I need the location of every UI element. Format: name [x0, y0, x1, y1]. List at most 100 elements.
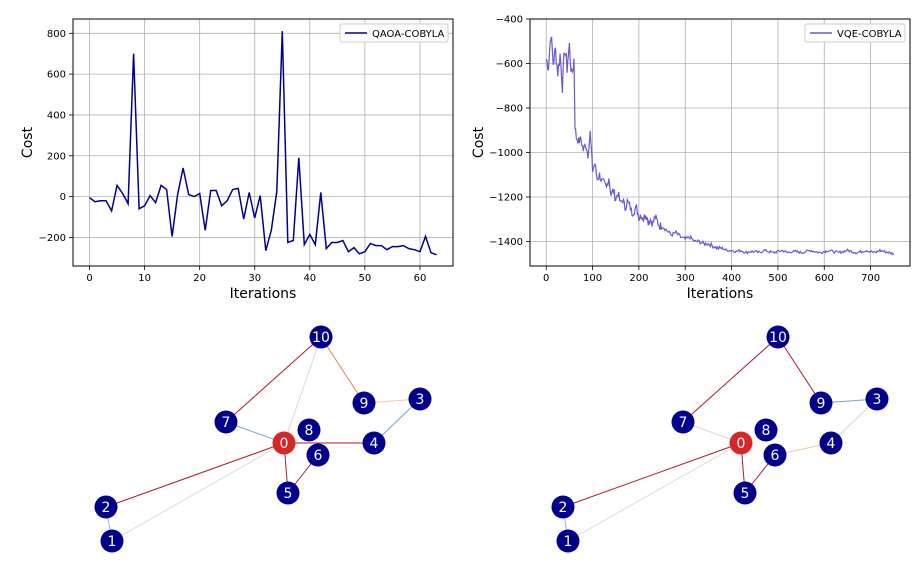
- qaoa-graph-node-1: [100, 529, 124, 553]
- vqe-x-tick-label: 400: [722, 273, 741, 284]
- vqe-graph-node-label: 1: [564, 534, 573, 550]
- vqe-graph-node-4: [819, 431, 843, 455]
- qaoa-legend-label: QAOA-COBYLA: [372, 29, 445, 40]
- qaoa-graph-node-5: [276, 481, 300, 505]
- qaoa-graph-node-0: [272, 431, 296, 455]
- qaoa-graph-node-label: 7: [222, 415, 231, 431]
- qaoa-plot-frame: [72, 18, 454, 267]
- vqe-y-axis-label: Cost: [471, 126, 487, 158]
- qaoa-x-tick-label: 20: [193, 273, 206, 284]
- qaoa-graph-node-9: [352, 391, 376, 415]
- vqe-graph-node-label: 0: [737, 436, 746, 452]
- vqe-x-tick-label: 700: [861, 273, 880, 284]
- vqe-cobyla-series-line: [545, 36, 895, 256]
- qaoa-graph-node-6: [306, 443, 330, 467]
- qaoa-graph-node-label: 6: [314, 448, 323, 464]
- vqe-graph-edge-10-9: [777, 336, 822, 404]
- vqe-graph-node-2: [551, 495, 575, 519]
- vqe-graph-node-label: 10: [769, 330, 787, 346]
- vqe-grid: [530, 18, 910, 266]
- qaoa-y-axis-label: Cost: [20, 126, 36, 158]
- qaoa-graph-node-label: 0: [280, 436, 289, 452]
- qaoa-x-ticks: 0 10 20 30 40 50 60: [86, 266, 426, 284]
- qaoa-graph-node-3: [408, 387, 432, 411]
- qaoa-y-tick-label: 400: [47, 110, 66, 121]
- vqe-graph-node-label: 5: [741, 486, 750, 502]
- vqe-graph-node-label: 7: [679, 415, 688, 431]
- vqe-graph-node-label: 2: [559, 500, 568, 516]
- vqe-graph-node-label: 3: [873, 392, 882, 408]
- qaoa-y-tick-label: 800: [47, 29, 66, 40]
- qaoa-y-tick-label: −200: [39, 233, 66, 244]
- qaoa-y-tick-label: 200: [47, 151, 66, 162]
- vqe-x-axis-label: Iterations: [687, 286, 754, 302]
- qaoa-graph-node-label: 4: [370, 436, 379, 452]
- qaoa-graph-node-label: 1: [108, 534, 117, 550]
- qaoa-graph-edge-0-10: [283, 336, 322, 444]
- vqe-x-tick-label: 0: [543, 273, 549, 284]
- qaoa-y-tick-label: 0: [60, 192, 66, 203]
- qaoa-graph-node-label: 2: [102, 500, 111, 516]
- vqe-graph-node-label: 9: [817, 396, 826, 412]
- vqe-x-ticks: 0 100 200 300 400 500 600 700: [543, 266, 880, 284]
- vqe-graph-edge-7-10: [682, 336, 779, 423]
- qaoa-x-tick-label: 50: [359, 273, 372, 284]
- qaoa-legend-box: [339, 23, 449, 43]
- vqe-y-tick-label: −600: [496, 59, 523, 70]
- qaoa-y-ticks: −200 0 200 400 600 800: [39, 29, 73, 244]
- qaoa-graph: 0 1 2 3 4 5 6 7 8 9 10: [94, 325, 432, 553]
- vqe-legend-label: VQE-COBYLA: [837, 29, 902, 40]
- qaoa-graph-node-label: 3: [416, 392, 425, 408]
- qaoa-graph-node-label: 9: [360, 396, 369, 412]
- vqe-graph-node-9: [809, 391, 833, 415]
- vqe-graph-node-label: 4: [827, 436, 836, 452]
- vqe-graph-node-1: [556, 529, 580, 553]
- vqe-y-tick-label: −1400: [489, 237, 523, 248]
- vqe-x-tick-label: 200: [629, 273, 648, 284]
- vqe-graph-node-6: [763, 443, 787, 467]
- qaoa-graph-node-8: [297, 418, 321, 442]
- qaoa-graph-node-label: 5: [284, 486, 293, 502]
- vqe-graph-edge-0-2: [562, 442, 742, 508]
- qaoa-graph-node-label: 10: [312, 330, 330, 346]
- qaoa-x-tick-label: 40: [303, 273, 316, 284]
- vqe-graph-node-10: [766, 325, 790, 349]
- vqe-x-tick-label: 100: [583, 273, 602, 284]
- vqe-cost-chart: 0 100 200 300 400 500 600 700 −1400 −1200 −1000 −8…: [471, 15, 911, 302]
- qaoa-legend: QAOA-COBYLA: [339, 23, 449, 43]
- vqe-plot-frame: [529, 18, 911, 267]
- vqe-x-tick-label: 500: [768, 273, 787, 284]
- vqe-graph-node-3: [865, 387, 889, 411]
- vqe-y-tick-label: −800: [496, 104, 523, 115]
- qaoa-graph-node-2: [94, 495, 118, 519]
- qaoa-graph-node-label: 8: [305, 423, 314, 439]
- qaoa-graph-edge-0-1: [111, 442, 285, 542]
- vqe-graph-node-8: [754, 418, 778, 442]
- vqe-y-tick-label: −1000: [489, 148, 523, 159]
- vqe-graph-node-7: [671, 410, 695, 434]
- qaoa-x-tick-label: 10: [138, 273, 151, 284]
- qaoa-y-tick-label: 600: [47, 70, 66, 81]
- vqe-y-tick-label: −1200: [489, 193, 523, 204]
- qaoa-graph-node-4: [362, 431, 386, 455]
- vqe-x-tick-label: 600: [815, 273, 834, 284]
- vqe-y-ticks: −1400 −1200 −1000 −800 −600 −400: [489, 15, 530, 248]
- vqe-y-tick-label: −400: [496, 15, 523, 26]
- vqe-graph-node-0: [729, 431, 753, 455]
- vqe-graph-node-label: 8: [762, 423, 771, 439]
- qaoa-x-axis-label: Iterations: [230, 286, 297, 302]
- vqe-legend-box: [804, 23, 906, 43]
- vqe-graph-edge-0-1: [567, 442, 742, 542]
- qaoa-x-tick-label: 60: [414, 273, 427, 284]
- vqe-legend: VQE-COBYLA: [804, 23, 906, 43]
- vqe-graph: 0 1 2 3 4 5 6 7 8 9 10: [551, 325, 889, 553]
- qaoa-cost-chart: 0 10 20 30 40 50 60 −200 0 200 400 600 800 QAOA-COB…: [20, 18, 454, 302]
- qaoa-x-tick-label: 30: [248, 273, 261, 284]
- vqe-graph-node-5: [733, 481, 757, 505]
- qaoa-x-tick-label: 0: [86, 273, 92, 284]
- qaoa-cobyla-series-line: [89, 31, 437, 256]
- vqe-x-tick-label: 300: [676, 273, 695, 284]
- qaoa-graph-edge-7-10: [225, 336, 322, 423]
- qaoa-graph-edge-10-9: [320, 336, 365, 404]
